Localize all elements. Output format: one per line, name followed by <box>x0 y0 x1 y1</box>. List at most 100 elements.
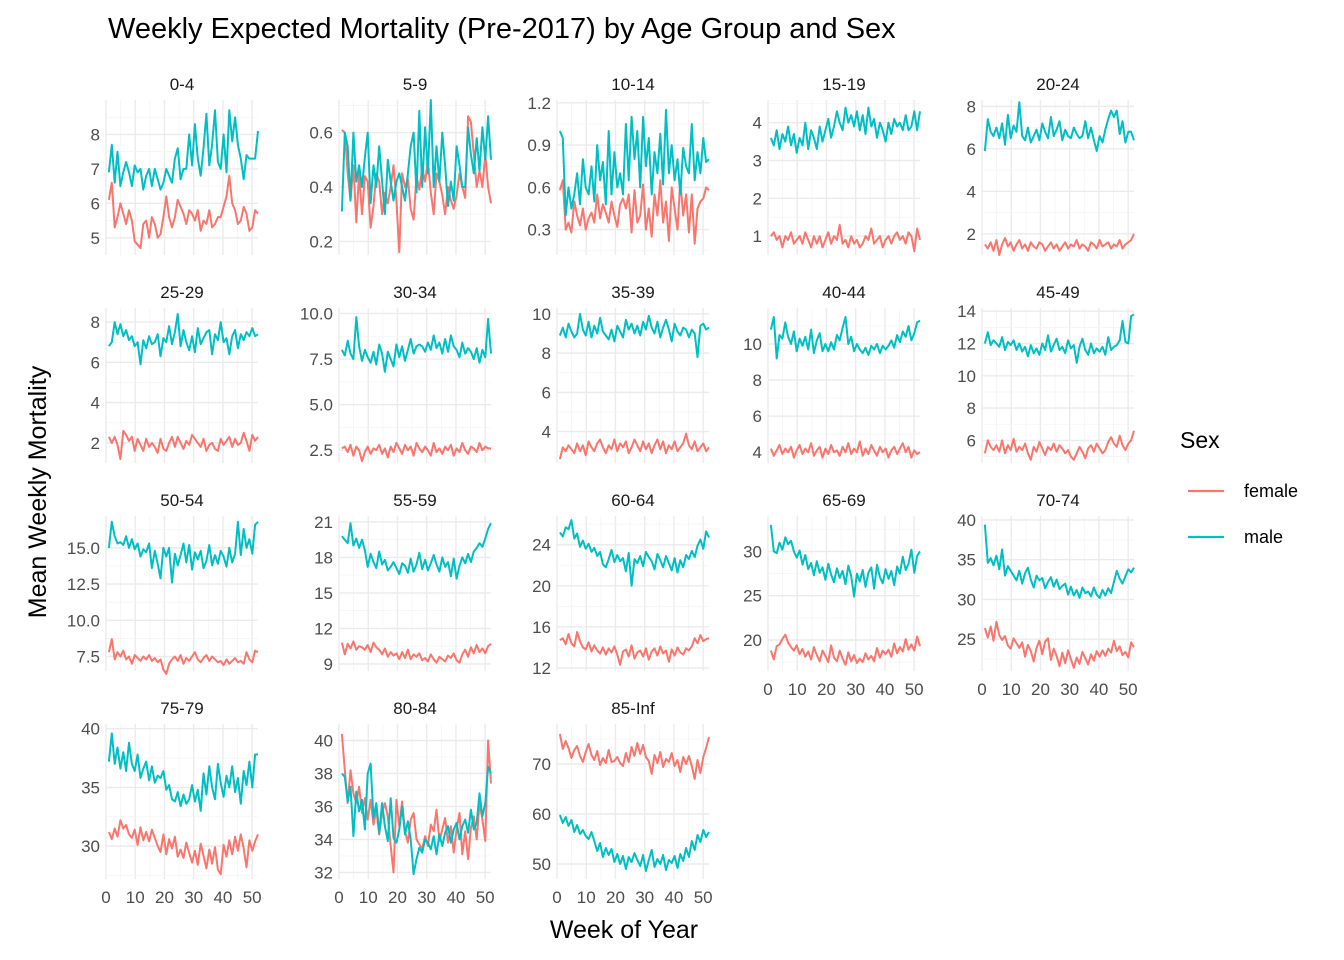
y-tick-label: 20 <box>532 577 551 596</box>
y-tick-label: 30 <box>743 542 762 561</box>
panel-40-44: 40-44 4 6 8 10 <box>743 283 921 463</box>
y-tick-label: 36 <box>314 797 333 816</box>
y-tick-label: 2 <box>753 189 762 208</box>
x-tick-label: 20 <box>388 888 407 907</box>
y-tick-label: 21 <box>314 513 333 532</box>
y-tick-label: 12 <box>532 659 551 678</box>
y-tick-label: 0.6 <box>309 124 333 143</box>
y-tick-label: 6 <box>91 194 100 213</box>
x-tick-label: 10 <box>359 888 378 907</box>
y-tick-label: 6 <box>967 140 976 159</box>
y-tick-label: 4 <box>91 394 100 413</box>
x-tick-label: 30 <box>1060 680 1079 699</box>
y-tick-label: 5.0 <box>309 396 333 415</box>
male-series-line <box>983 524 1135 599</box>
y-tick-label: 10 <box>957 367 976 386</box>
panel-30-34: 30-34 2.5 5.0 7.5 10.0 <box>300 283 492 463</box>
y-tick-label: 4 <box>753 443 762 462</box>
panel-strip-label: 5-9 <box>403 75 428 94</box>
x-tick-label: 30 <box>635 888 654 907</box>
female-series-line <box>984 233 1135 256</box>
panel-strip-label: 45-49 <box>1036 283 1079 302</box>
x-tick-label: 0 <box>334 888 343 907</box>
y-tick-label: 8 <box>91 125 100 144</box>
panel-50-54: 50-54 7.5 10.0 12.5 15.0 <box>67 491 259 675</box>
y-tick-label: 5 <box>91 229 100 248</box>
x-tick-label: 0 <box>101 888 110 907</box>
y-tick-label: 25 <box>957 630 976 649</box>
y-tick-label: 6 <box>91 353 100 372</box>
legend: Sex female male <box>1180 427 1298 547</box>
x-tick-label: 50 <box>694 888 713 907</box>
panel-strip-label: 75-79 <box>160 699 203 718</box>
male-series-line <box>769 106 921 154</box>
male-series-line <box>108 313 259 366</box>
y-tick-label: 15.0 <box>67 539 100 558</box>
y-tick-label: 7.5 <box>76 648 100 667</box>
male-series-line <box>107 732 258 812</box>
panel-0-4: 0-4 5 6 7 8 <box>91 75 259 255</box>
panel-strip-label: 25-29 <box>160 283 203 302</box>
y-tick-label: 70 <box>532 755 551 774</box>
y-tick-label: 24 <box>532 536 551 555</box>
male-series-line <box>107 520 259 584</box>
x-axis-title: Week of Year <box>550 916 698 944</box>
female-series-line <box>107 429 259 460</box>
panel-60-64: 60-64 12 16 20 24 <box>532 491 710 678</box>
y-tick-label: 40 <box>957 511 976 530</box>
panel-75-79: 75-79 30 35 40 0 10 20 30 40 50 <box>81 699 262 907</box>
male-series-line <box>340 99 492 216</box>
y-tick-label: 1 <box>753 227 762 246</box>
y-tick-label: 7.5 <box>309 350 333 369</box>
x-tick-label: 10 <box>577 888 596 907</box>
y-tick-label: 8 <box>967 399 976 418</box>
x-tick-label: 10 <box>126 888 145 907</box>
female-series-line <box>340 733 492 874</box>
y-tick-label: 14 <box>957 302 976 321</box>
y-tick-label: 0.3 <box>527 221 551 240</box>
y-tick-label: 2 <box>967 225 976 244</box>
y-tick-label: 4 <box>542 423 551 442</box>
y-tick-label: 12 <box>314 619 333 638</box>
y-tick-label: 8 <box>91 313 100 332</box>
panel-35-39: 35-39 4 6 8 10 <box>532 283 710 463</box>
panel-45-49: 45-49 6 8 10 12 14 <box>957 283 1135 463</box>
panel-85-inf: 85-Inf 50 60 70 0 10 20 30 40 50 <box>532 699 713 907</box>
male-series-line <box>983 101 1135 152</box>
panel-strip-label: 40-44 <box>822 283 865 302</box>
y-tick-label: 2.5 <box>309 441 333 460</box>
female-series-line <box>107 819 259 876</box>
y-tick-label: 32 <box>314 863 333 882</box>
panel-strip-label: 10-14 <box>611 75 654 94</box>
female-series-line <box>107 174 259 250</box>
y-tick-label: 10 <box>743 335 762 354</box>
x-tick-label: 40 <box>446 888 465 907</box>
y-tick-label: 2 <box>91 434 100 453</box>
female-series-line <box>769 440 921 459</box>
panel-strip-label: 15-19 <box>822 75 865 94</box>
y-tick-label: 0.6 <box>527 178 551 197</box>
female-series-line <box>558 179 710 245</box>
x-tick-label: 0 <box>977 680 986 699</box>
female-series-line <box>983 620 1135 669</box>
panel-15-19: 15-19 1 2 3 4 <box>753 75 921 255</box>
male-series-line <box>341 316 492 373</box>
y-tick-label: 10 <box>532 305 551 324</box>
y-tick-label: 0.2 <box>309 232 333 251</box>
male-series-line <box>559 519 710 587</box>
y-tick-label: 15 <box>314 584 333 603</box>
y-tick-label: 3 <box>753 151 762 170</box>
x-tick-label: 50 <box>905 680 924 699</box>
panel-70-74: 70-74 25 30 35 40 0 10 20 30 40 50 <box>957 491 1138 699</box>
y-tick-label: 10.0 <box>67 611 100 630</box>
panel-25-29: 25-29 2 4 6 8 <box>91 283 259 463</box>
y-tick-label: 7 <box>91 160 100 179</box>
y-tick-label: 9 <box>324 655 333 674</box>
y-tick-label: 20 <box>743 631 762 650</box>
y-tick-label: 40 <box>314 731 333 750</box>
x-tick-label: 20 <box>155 888 174 907</box>
male-series-line <box>769 316 921 360</box>
female-series-line <box>107 638 259 675</box>
female-series-line <box>559 631 710 666</box>
female-series-line <box>770 223 921 253</box>
